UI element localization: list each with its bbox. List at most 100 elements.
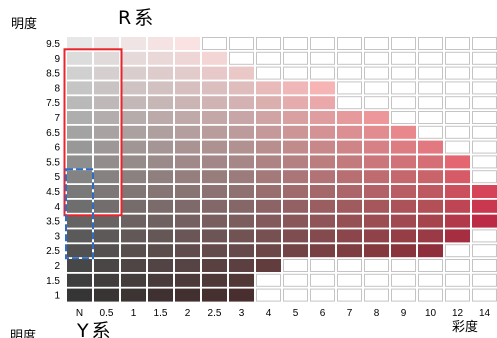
empty-cell-v8.5-c10 bbox=[418, 66, 443, 80]
empty-cell-v3-c14 bbox=[472, 229, 497, 243]
color-cell-v4.5-c4 bbox=[256, 185, 281, 198]
color-cell-v7.5-c2.5 bbox=[202, 96, 227, 110]
empty-cell-v6.5-c14 bbox=[472, 125, 497, 139]
empty-cell-v2-c14 bbox=[472, 259, 497, 272]
color-cell-v1-c0.5 bbox=[94, 288, 119, 302]
empty-cell-v9.5-c12 bbox=[445, 37, 470, 50]
empty-cell-v1.5-c10 bbox=[418, 273, 443, 287]
chroma-axis-title: 彩度 bbox=[452, 320, 479, 335]
color-cell-v7-cN bbox=[67, 111, 92, 124]
empty-cell-v8-c8 bbox=[364, 81, 389, 95]
color-cell-v6.5-c2.5 bbox=[202, 125, 227, 139]
empty-cell-v8.5-c8 bbox=[364, 66, 389, 80]
empty-cell-v1-c4 bbox=[256, 288, 281, 302]
color-cell-v8.5-c3 bbox=[229, 66, 254, 80]
color-cell-v6-c10 bbox=[418, 140, 443, 154]
color-cell-v8-c0.5 bbox=[94, 81, 119, 95]
color-cell-v9.5-c2 bbox=[175, 37, 200, 50]
empty-cell-v9-c9 bbox=[391, 51, 416, 65]
color-cell-v5.5-c2.5 bbox=[202, 155, 227, 169]
color-cell-v5.5-c10 bbox=[418, 155, 443, 169]
color-cell-v3-c2 bbox=[175, 229, 200, 243]
chroma-tick-labels: N 0.5 1 1.5 2 2.5 3 4 5 6 7 8 9 10 12 14 bbox=[76, 308, 491, 319]
color-cell-v7-c3 bbox=[229, 111, 254, 124]
empty-cell-v9-c14 bbox=[472, 51, 497, 65]
color-cell-v4-c0.5 bbox=[94, 199, 119, 213]
chroma-tick-14: 14 bbox=[479, 308, 491, 319]
empty-cell-v2-c10 bbox=[418, 259, 443, 272]
empty-cell-v8-c12 bbox=[445, 81, 470, 95]
color-cell-v4-c7 bbox=[337, 199, 362, 213]
color-cell-v9-c2 bbox=[175, 51, 200, 65]
color-cell-v3-c9 bbox=[391, 229, 416, 243]
color-cell-v5.5-c4 bbox=[256, 155, 281, 169]
color-cell-v7.5-c5 bbox=[283, 96, 308, 110]
color-cell-v3-c10 bbox=[418, 229, 443, 243]
empty-cell-v5.5-c14 bbox=[472, 155, 497, 169]
value-tick-8: 8 bbox=[54, 83, 60, 94]
color-cell-v3-c6 bbox=[310, 229, 335, 243]
highlight-box-dashed bbox=[65, 168, 94, 260]
color-cell-v9-c1 bbox=[121, 51, 146, 65]
color-cell-v5-c8 bbox=[364, 170, 389, 184]
color-cell-v2.5-c6 bbox=[310, 244, 335, 258]
empty-cell-v8.5-c14 bbox=[472, 66, 497, 80]
empty-cell-v7-c14 bbox=[472, 111, 497, 124]
color-cell-v8-c6 bbox=[310, 81, 335, 95]
empty-cell-v2.5-c14 bbox=[472, 244, 497, 258]
color-cell-v6-c9 bbox=[391, 140, 416, 154]
next-chart-title: Y系 bbox=[77, 320, 114, 338]
value-tick-2: 2 bbox=[54, 261, 60, 272]
color-cell-v2.5-c9 bbox=[391, 244, 416, 258]
color-cell-v7.5-cN bbox=[67, 96, 92, 110]
chart-title: R系 bbox=[118, 7, 157, 29]
color-cell-v6.5-c2 bbox=[175, 125, 200, 139]
color-cell-v6-c2.5 bbox=[202, 140, 227, 154]
empty-cell-v2-c12 bbox=[445, 259, 470, 272]
color-cell-v7.5-c4 bbox=[256, 96, 281, 110]
empty-cell-v1.5-c8 bbox=[364, 273, 389, 287]
chroma-tick-3: 3 bbox=[239, 308, 245, 319]
color-cell-v3.5-c14 bbox=[472, 214, 497, 228]
chroma-tick-7: 7 bbox=[347, 308, 353, 319]
color-cell-v1.5-cN bbox=[67, 273, 92, 287]
empty-cell-v1.5-c12 bbox=[445, 273, 470, 287]
empty-cell-v1-c12 bbox=[445, 288, 470, 302]
color-cell-v3-c5 bbox=[283, 229, 308, 243]
color-cell-v4.5-c1 bbox=[121, 185, 146, 198]
empty-cell-v2-c9 bbox=[391, 259, 416, 272]
empty-cell-v7.5-c12 bbox=[445, 96, 470, 110]
color-cell-v5.5-c2 bbox=[175, 155, 200, 169]
color-cell-v4.5-c2 bbox=[175, 185, 200, 198]
color-cell-v6.5-c8 bbox=[364, 125, 389, 139]
empty-cell-v7.5-c8 bbox=[364, 96, 389, 110]
color-cell-v4-c3 bbox=[229, 199, 254, 213]
color-cell-v1.5-c1.5 bbox=[148, 273, 173, 287]
color-cell-v3.5-c0.5 bbox=[94, 214, 119, 228]
color-cell-v4.5-c5 bbox=[283, 185, 308, 198]
color-cell-v3-c1.5 bbox=[148, 229, 173, 243]
empty-cell-v7-c10 bbox=[418, 111, 443, 124]
color-cell-v6-c2 bbox=[175, 140, 200, 154]
empty-cell-v6.5-c12 bbox=[445, 125, 470, 139]
chroma-tick-10: 10 bbox=[425, 308, 437, 319]
empty-cell-v1.5-c4 bbox=[256, 273, 281, 287]
value-tick-3.5: 3.5 bbox=[46, 217, 60, 228]
empty-cell-v8-c14 bbox=[472, 81, 497, 95]
color-cell-v5.5-c1 bbox=[121, 155, 146, 169]
color-cell-v4.5-c0.5 bbox=[94, 185, 119, 198]
color-cell-v3-c12 bbox=[445, 229, 470, 243]
empty-cell-v9.5-c4 bbox=[256, 37, 281, 50]
color-cell-v1.5-c3 bbox=[229, 273, 254, 287]
color-cell-grid bbox=[67, 37, 497, 302]
color-cell-v2-c1.5 bbox=[148, 259, 173, 272]
color-cell-v6-c7 bbox=[337, 140, 362, 154]
color-cell-v2.5-c7 bbox=[337, 244, 362, 258]
color-cell-v5.5-c5 bbox=[283, 155, 308, 169]
color-cell-v6-c8 bbox=[364, 140, 389, 154]
highlight-boxes bbox=[63, 48, 123, 260]
value-tick-9: 9 bbox=[54, 54, 60, 65]
color-cell-v9-cN bbox=[67, 51, 92, 65]
color-cell-v5.5-c8 bbox=[364, 155, 389, 169]
color-cell-v2.5-c4 bbox=[256, 244, 281, 258]
